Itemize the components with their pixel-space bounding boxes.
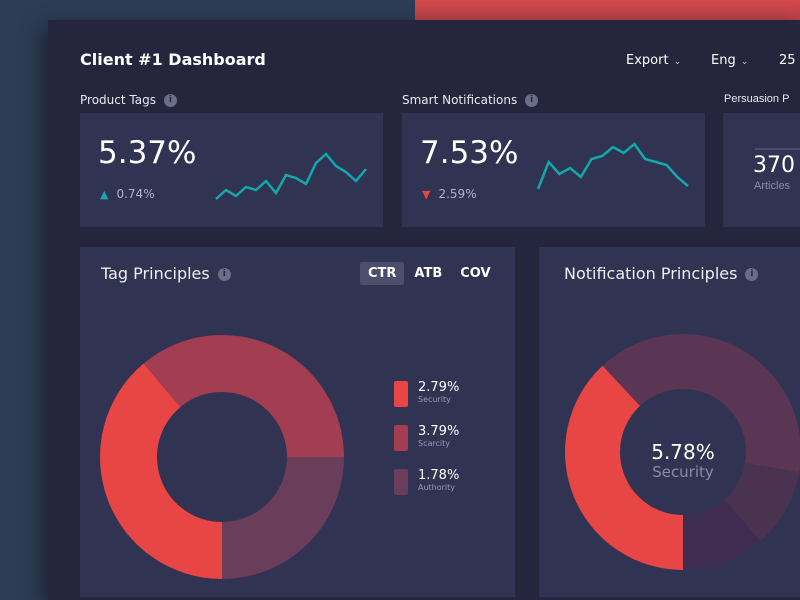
section-title: Tag Principles i — [101, 264, 231, 283]
legend-item: 3.79% Scarcity — [394, 424, 459, 451]
donut-segment-security — [565, 365, 683, 570]
notification-principles-card: Notification Principles i 5.78% Security — [539, 247, 800, 597]
kpi-label-product-tags: Product Tags i — [80, 93, 177, 107]
kpi-card-product-tags: 5.37% ▲ 0.74% — [80, 113, 383, 227]
kpi-value: 7.53% — [420, 135, 519, 171]
export-dropdown[interactable]: Export ⌄ — [626, 53, 681, 68]
info-icon[interactable]: i — [163, 94, 177, 107]
language-label: Eng — [711, 53, 736, 68]
page-title: Client #1 Dashboard — [80, 50, 266, 69]
donut-segment-scarcity — [143, 335, 344, 457]
info-icon[interactable]: i — [745, 268, 759, 281]
tab-ctr[interactable]: CTR — [360, 262, 405, 285]
kpi-label-persuasion: Persuasion P — [724, 93, 790, 105]
donut-segment — [683, 499, 761, 570]
sparkline — [215, 152, 367, 200]
metric-tabs: CTR ATB COV — [360, 262, 499, 285]
tab-cov[interactable]: COV — [460, 266, 491, 281]
kpi-card-smart-notifications: 7.53% ▼ 2.59% — [402, 113, 705, 227]
kpi-value: 5.37% — [98, 135, 197, 171]
legend-item: 1.78% Authority — [394, 468, 459, 495]
donut-chart — [565, 334, 800, 570]
kpi-delta: ▲ 0.74% — [100, 187, 155, 201]
tab-atb[interactable]: ATB — [414, 266, 443, 281]
kpi-value: 370 — [753, 153, 795, 178]
date-dropdown[interactable]: 25 — [779, 53, 796, 68]
chevron-down-icon: ⌄ — [740, 57, 749, 67]
kpi-delta: ▼ 2.59% — [422, 187, 477, 201]
language-dropdown[interactable]: Eng ⌄ — [711, 53, 748, 68]
donut-chart — [100, 335, 344, 579]
center-value: 5.78% — [651, 440, 715, 464]
donut-segment-security — [100, 363, 222, 579]
info-icon[interactable]: i — [217, 268, 231, 281]
donut-segment — [602, 334, 800, 473]
center-label: Security — [652, 463, 714, 481]
legend-item: 2.79% Security — [394, 380, 459, 407]
donut-segment — [724, 462, 800, 542]
arrow-up-icon: ▲ — [100, 188, 109, 201]
section-title: Notification Principles i — [564, 264, 759, 283]
arrow-down-icon: ▼ — [422, 188, 431, 201]
export-label: Export — [626, 53, 669, 68]
donut-segment-authority — [222, 457, 344, 579]
tag-principles-card: Tag Principles i CTR ATB COV 2.79% Securit… — [80, 247, 515, 597]
chevron-down-icon: ⌄ — [673, 57, 682, 67]
info-icon[interactable]: i — [525, 94, 539, 107]
kpi-sub: Articles — [754, 180, 791, 192]
dashboard-panel: Client #1 Dashboard Export ⌄ Eng ⌄ 25 Prod… — [48, 20, 800, 600]
sparkline — [536, 142, 689, 190]
kpi-label-smart-notifications: Smart Notifications i — [402, 93, 539, 107]
background-stripe — [415, 0, 800, 20]
kpi-card-persuasion: 370 Articles — [723, 113, 800, 227]
